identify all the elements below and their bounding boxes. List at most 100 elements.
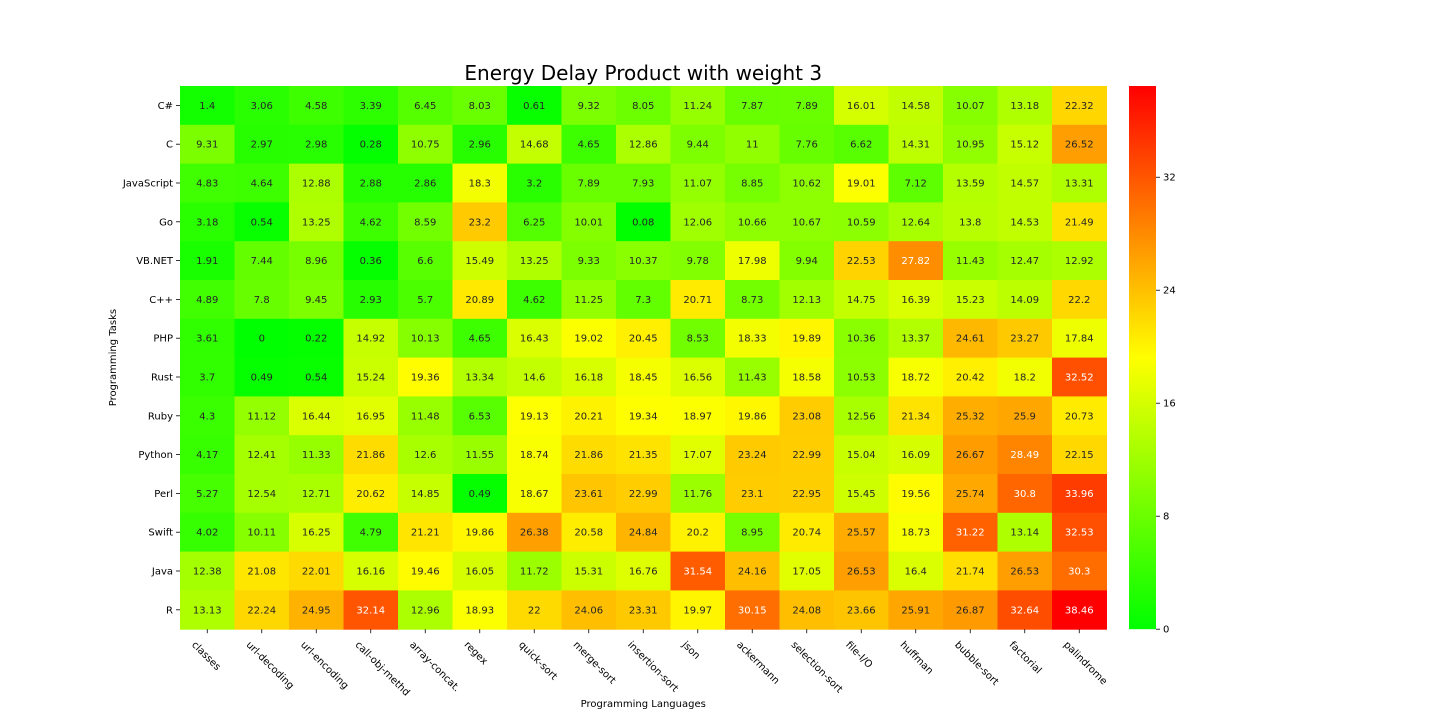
heatmap-cell	[343, 435, 399, 475]
heatmap-cell	[561, 474, 617, 514]
heatmap-cell	[997, 396, 1053, 436]
heatmap-cell	[888, 318, 944, 359]
cell-value-label: 31.22	[956, 528, 985, 539]
heatmap-cell	[670, 86, 726, 126]
heatmap-cell	[1052, 396, 1107, 436]
heatmap-cell	[943, 280, 998, 320]
heatmap-cell	[997, 435, 1053, 475]
heatmap-cell	[234, 124, 290, 165]
cell-value-label: 7.44	[251, 256, 273, 267]
cell-value-label: 10.53	[847, 373, 876, 384]
cell-value-label: 4.83	[196, 179, 218, 190]
heatmap-cell	[943, 512, 998, 553]
heatmap-cell	[398, 551, 453, 591]
heatmap-cell	[616, 318, 671, 359]
cell-value-label: 5.7	[417, 295, 433, 306]
heatmap-cell	[616, 280, 671, 320]
cell-value-label: 15.12	[1010, 140, 1039, 151]
heatmap-cell	[616, 202, 671, 242]
heatmap-cell	[343, 512, 399, 553]
y-tick-label: Rust	[151, 373, 173, 384]
cell-value-label: 17.84	[1065, 334, 1094, 345]
heatmap-cell	[943, 474, 998, 514]
y-tick-label: Perl	[154, 489, 173, 500]
heatmap-cell	[343, 241, 399, 281]
x-tick-label: factorial	[1007, 640, 1044, 677]
cell-value-label: 32.52	[1065, 373, 1094, 384]
cell-value-label: 14.6	[523, 373, 545, 384]
cell-value-label: 13.59	[956, 179, 985, 190]
cell-value-label: 20.45	[629, 334, 658, 345]
cell-value-label: 3.06	[251, 101, 273, 112]
heatmap-cell	[670, 241, 726, 281]
cell-value-label: 7.87	[741, 101, 763, 112]
cell-value-label: 11.33	[302, 450, 331, 461]
heatmap-cell	[997, 280, 1053, 320]
heatmap-cell	[561, 357, 617, 397]
cell-value-label: 18.97	[683, 411, 712, 422]
heatmap-cell	[670, 318, 726, 359]
heatmap-cell	[398, 163, 453, 203]
heatmap-cell	[1052, 280, 1107, 320]
y-tick-label: R	[166, 605, 173, 616]
cell-value-label: 22.15	[1065, 450, 1094, 461]
cell-value-label: 18.33	[738, 334, 767, 345]
heatmap-cell	[289, 163, 344, 203]
cell-value-label: 16.56	[683, 373, 712, 384]
heatmap-cell	[180, 435, 235, 475]
cell-value-label: 12.86	[629, 140, 658, 151]
heatmap-cell	[234, 202, 290, 242]
cell-value-label: 17.98	[738, 256, 767, 267]
cell-value-label: 24.06	[574, 605, 603, 616]
cell-value-label: 12.56	[847, 411, 876, 422]
cell-value-label: 10.13	[411, 334, 440, 345]
cell-value-label: 18.3	[469, 179, 491, 190]
heatmap-cell	[1052, 318, 1107, 359]
cell-value-label: 4.62	[360, 217, 382, 228]
heatmap-cell	[779, 590, 835, 630]
cell-value-label: 7.89	[578, 179, 600, 190]
heatmap-cell	[343, 124, 399, 165]
heatmap-cell	[834, 318, 889, 359]
heatmap-cell	[725, 512, 780, 553]
heatmap-cell	[507, 512, 562, 553]
heatmap-cell	[834, 551, 889, 591]
heatmap-cell	[343, 551, 399, 591]
cell-value-label: 9.45	[305, 295, 327, 306]
heatmap-cell	[1052, 163, 1107, 203]
heatmap-cell	[343, 357, 399, 397]
heatmap-cell	[180, 512, 235, 553]
cell-value-label: 19.36	[411, 373, 440, 384]
heatmap-cell	[289, 202, 344, 242]
heatmap-cell	[834, 396, 889, 436]
heatmap-cell	[289, 124, 344, 165]
heatmap-cell	[561, 202, 617, 242]
cell-value-label: 18.72	[901, 373, 930, 384]
heatmap-cell	[1052, 241, 1107, 281]
x-tick-label: classes	[189, 640, 222, 673]
cell-value-label: 13.34	[465, 373, 494, 384]
heatmap-cell	[1052, 202, 1107, 242]
heatmap-cell	[452, 241, 508, 281]
heatmap-cell	[234, 474, 290, 514]
cell-value-label: 16.05	[465, 567, 494, 578]
heatmap-cell	[616, 357, 671, 397]
x-axis-ticks: classes url-decoding url-encoding call-obj-…	[189, 629, 1109, 698]
heatmap-cell	[725, 435, 780, 475]
heatmap-cell	[343, 590, 399, 630]
x-tick-label: array-concat.	[407, 640, 462, 695]
cell-value-label: 4.17	[196, 450, 218, 461]
heatmap-cell	[561, 435, 617, 475]
cell-value-label: 19.89	[792, 334, 821, 345]
heatmap-cell	[180, 241, 235, 281]
heatmap-cell	[779, 435, 835, 475]
chart-title: Energy Delay Product with weight 3	[464, 61, 822, 85]
colorbar-tick-label: 24	[1163, 286, 1176, 297]
cell-value-label: 9.31	[196, 140, 218, 151]
cell-value-label: 22.99	[629, 489, 658, 500]
heatmap-cell	[834, 512, 889, 553]
heatmap-cell	[834, 86, 889, 126]
heatmap-cell	[1052, 124, 1107, 165]
x-tick-label: ackermann	[734, 640, 781, 687]
heatmap-cell	[343, 396, 399, 436]
